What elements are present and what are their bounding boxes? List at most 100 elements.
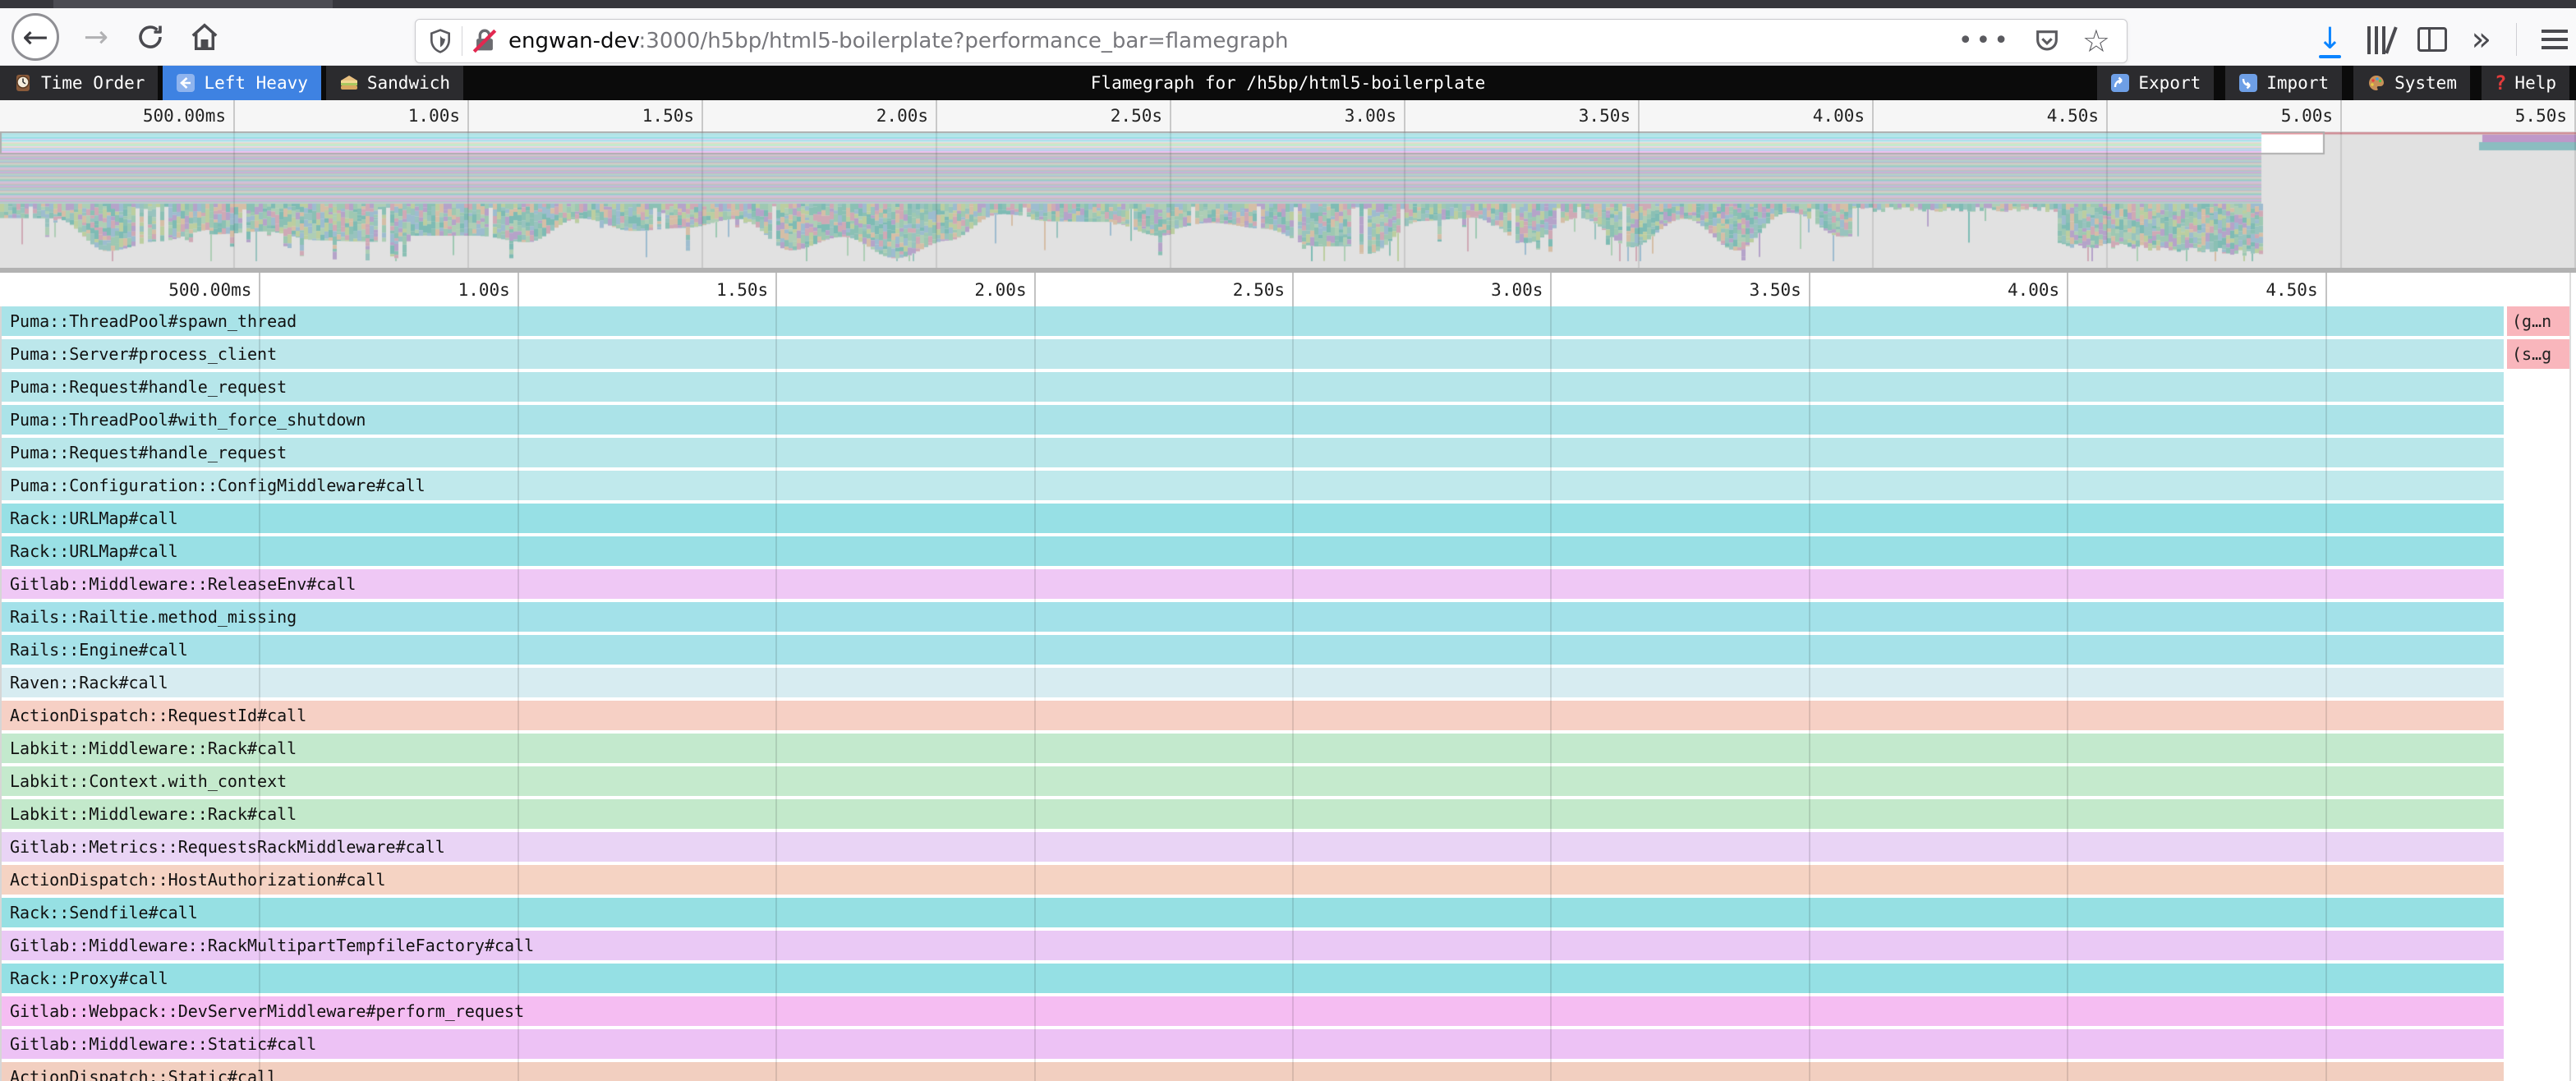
minimap[interactable] (0, 131, 2576, 268)
frame-label: Puma::ThreadPool#spawn_thread (10, 311, 297, 331)
pocket-button[interactable] (2033, 27, 2061, 55)
frame-bar[interactable]: Rails::Railtie.method_missing (2, 602, 2504, 632)
frame-bar[interactable]: Puma::Configuration::ConfigMiddleware#ca… (2, 471, 2504, 500)
frame-bar[interactable]: Raven::Rack#call (2, 668, 2504, 697)
overflow-button[interactable]: » (2472, 23, 2491, 56)
frame-bar[interactable]: Rails::Engine#call (2, 635, 2504, 665)
frame-label: Gitlab::Middleware::ReleaseEnv#call (10, 574, 356, 594)
axis-tick-label: 5.00s (2280, 106, 2333, 126)
axis-tick-label: 2.00s (974, 279, 1027, 300)
system-button[interactable]: System (2353, 66, 2470, 100)
tab-label: Time Order (41, 73, 145, 93)
frame-label: Rails::Railtie.method_missing (10, 607, 297, 627)
back-button[interactable]: ← (12, 13, 59, 61)
tab-label: Sandwich (366, 73, 451, 93)
frame-bar-truncated[interactable]: (g…n (2507, 306, 2569, 336)
browser-tab-strip[interactable] (0, 0, 2576, 8)
home-button[interactable] (184, 16, 225, 58)
frame-bar[interactable]: Gitlab::Middleware::ReleaseEnv#call (2, 569, 2504, 599)
import-icon (2239, 74, 2258, 92)
flame-row: Raven::Rack#call (2, 668, 2576, 697)
frame-label: Rack::Sendfile#call (10, 903, 198, 922)
frame-bar[interactable]: ActionDispatch::HostAuthorization#call (2, 865, 2504, 895)
overflow-chevron-icon: » (2471, 21, 2491, 58)
sidebar-button[interactable] (2417, 27, 2447, 52)
axis-gridline (1638, 100, 1640, 131)
frame-bar-truncated[interactable]: (s…g (2507, 339, 2569, 369)
pocket-icon (2036, 30, 2058, 51)
frame-bar[interactable]: Puma::Request#handle_request (2, 438, 2504, 467)
tracking-shield-icon[interactable] (427, 28, 453, 54)
frame-bar[interactable]: Gitlab::Webpack::DevServerMiddleware#per… (2, 996, 2504, 1026)
axis-tick-label: 3.00s (1491, 279, 1543, 300)
axis-tick-label: 1.00s (407, 106, 460, 126)
frame-bar[interactable]: Gitlab::Middleware::RackMultipartTempfil… (2, 931, 2504, 960)
frame-label: ActionDispatch::HostAuthorization#call (10, 870, 386, 890)
flame-row: Rack::Sendfile#call (2, 898, 2576, 927)
frame-bar[interactable]: Rack::URLMap#call (2, 536, 2504, 566)
frame-bar[interactable]: Rack::Proxy#call (2, 964, 2504, 993)
insecure-lock-icon[interactable] (471, 27, 499, 55)
frame-bar[interactable]: Labkit::Context.with_context (2, 766, 2504, 796)
frame-bar[interactable]: Labkit::Middleware::Rack#call (2, 799, 2504, 829)
flame-row: ActionDispatch::HostAuthorization#call (2, 865, 2576, 895)
frame-bar[interactable]: Puma::ThreadPool#spawn_thread (2, 306, 2504, 336)
frame-label: Raven::Rack#call (10, 673, 168, 692)
axis-gridline (2340, 100, 2342, 131)
frame-bar[interactable]: ActionDispatch::RequestId#call (2, 701, 2504, 730)
help-button[interactable]: ? Help (2481, 66, 2569, 100)
frame-bar[interactable]: ActionDispatch::Static#call (2, 1062, 2504, 1081)
download-button[interactable]: ↓ (2317, 25, 2343, 58)
reload-button[interactable] (130, 16, 171, 58)
frame-bar[interactable]: Rack::Sendfile#call (2, 898, 2504, 927)
active-tab-sliver[interactable] (53, 0, 333, 8)
axis-tick-label: 4.50s (2046, 106, 2099, 126)
library-button[interactable] (2367, 25, 2398, 54)
tab-left-heavy[interactable]: Left Heavy (163, 66, 321, 100)
flamegraph-toolbar: Time Order Left Heavy Sandwich Flamegr (0, 66, 2576, 100)
action-label: System (2394, 73, 2457, 93)
left-arrow-icon (177, 74, 196, 92)
forward-button[interactable]: → (76, 16, 117, 58)
flame-row: Gitlab::Webpack::DevServerMiddleware#per… (2, 996, 2576, 1026)
flame-row: Labkit::Middleware::Rack#call (2, 734, 2576, 763)
bookmark-star-button[interactable]: ☆ (2082, 23, 2110, 59)
axis-gridline (2067, 273, 2069, 306)
menu-button[interactable] (2542, 30, 2568, 49)
frame-label: Puma::Server#process_client (10, 344, 278, 364)
axis-tick-label: 2.50s (1232, 279, 1285, 300)
frame-bar[interactable]: Rack::URLMap#call (2, 504, 2504, 533)
axis-tick-label: 2.00s (876, 106, 928, 126)
axis-tick-label: 3.00s (1344, 106, 1396, 126)
axis-gridline (2106, 100, 2108, 131)
url-input[interactable]: engwan-dev:3000/h5bp/html5-boilerplate?p… (508, 29, 1958, 53)
flame-row: Puma::Request#handle_request (2, 438, 2576, 467)
axis-tick-label: 3.50s (1749, 279, 1801, 300)
frame-bar[interactable]: Labkit::Middleware::Rack#call (2, 734, 2504, 763)
url-bar[interactable]: engwan-dev:3000/h5bp/html5-boilerplate?p… (415, 19, 2128, 63)
frame-bar[interactable]: Gitlab::Metrics::RequestsRackMiddleware#… (2, 832, 2504, 862)
help-icon: ? (2494, 71, 2507, 94)
frame-bar[interactable]: Puma::Request#handle_request (2, 372, 2504, 402)
bookmark-star-icon: ☆ (2082, 23, 2110, 59)
frame-bar[interactable]: Gitlab::Middleware::Static#call (2, 1029, 2504, 1059)
page-actions-icon: ••• (1957, 26, 2012, 55)
axis-tick-label: 500.00ms (168, 279, 252, 300)
toolbar-divider (2516, 23, 2517, 56)
tab-sandwich[interactable]: Sandwich (325, 66, 464, 100)
tab-time-order[interactable]: Time Order (0, 66, 159, 100)
export-button[interactable]: Export (2097, 66, 2215, 100)
import-button[interactable]: Import (2225, 66, 2343, 100)
axis-gridline (1550, 273, 1552, 306)
flame-row: Puma::Configuration::ConfigMiddleware#ca… (2, 471, 2576, 500)
frame-bar[interactable]: Puma::ThreadPool#with_force_shutdown (2, 405, 2504, 435)
flame-row: Rack::Proxy#call (2, 964, 2576, 993)
forward-icon: → (83, 20, 109, 54)
flame-row: Puma::ThreadPool#spawn_thread (g…n (2, 306, 2576, 336)
frame-bar[interactable]: Puma::Server#process_client (2, 339, 2504, 369)
axis-gridline (259, 273, 261, 306)
page-actions-button[interactable]: ••• (1958, 29, 2012, 53)
home-icon (191, 23, 218, 50)
